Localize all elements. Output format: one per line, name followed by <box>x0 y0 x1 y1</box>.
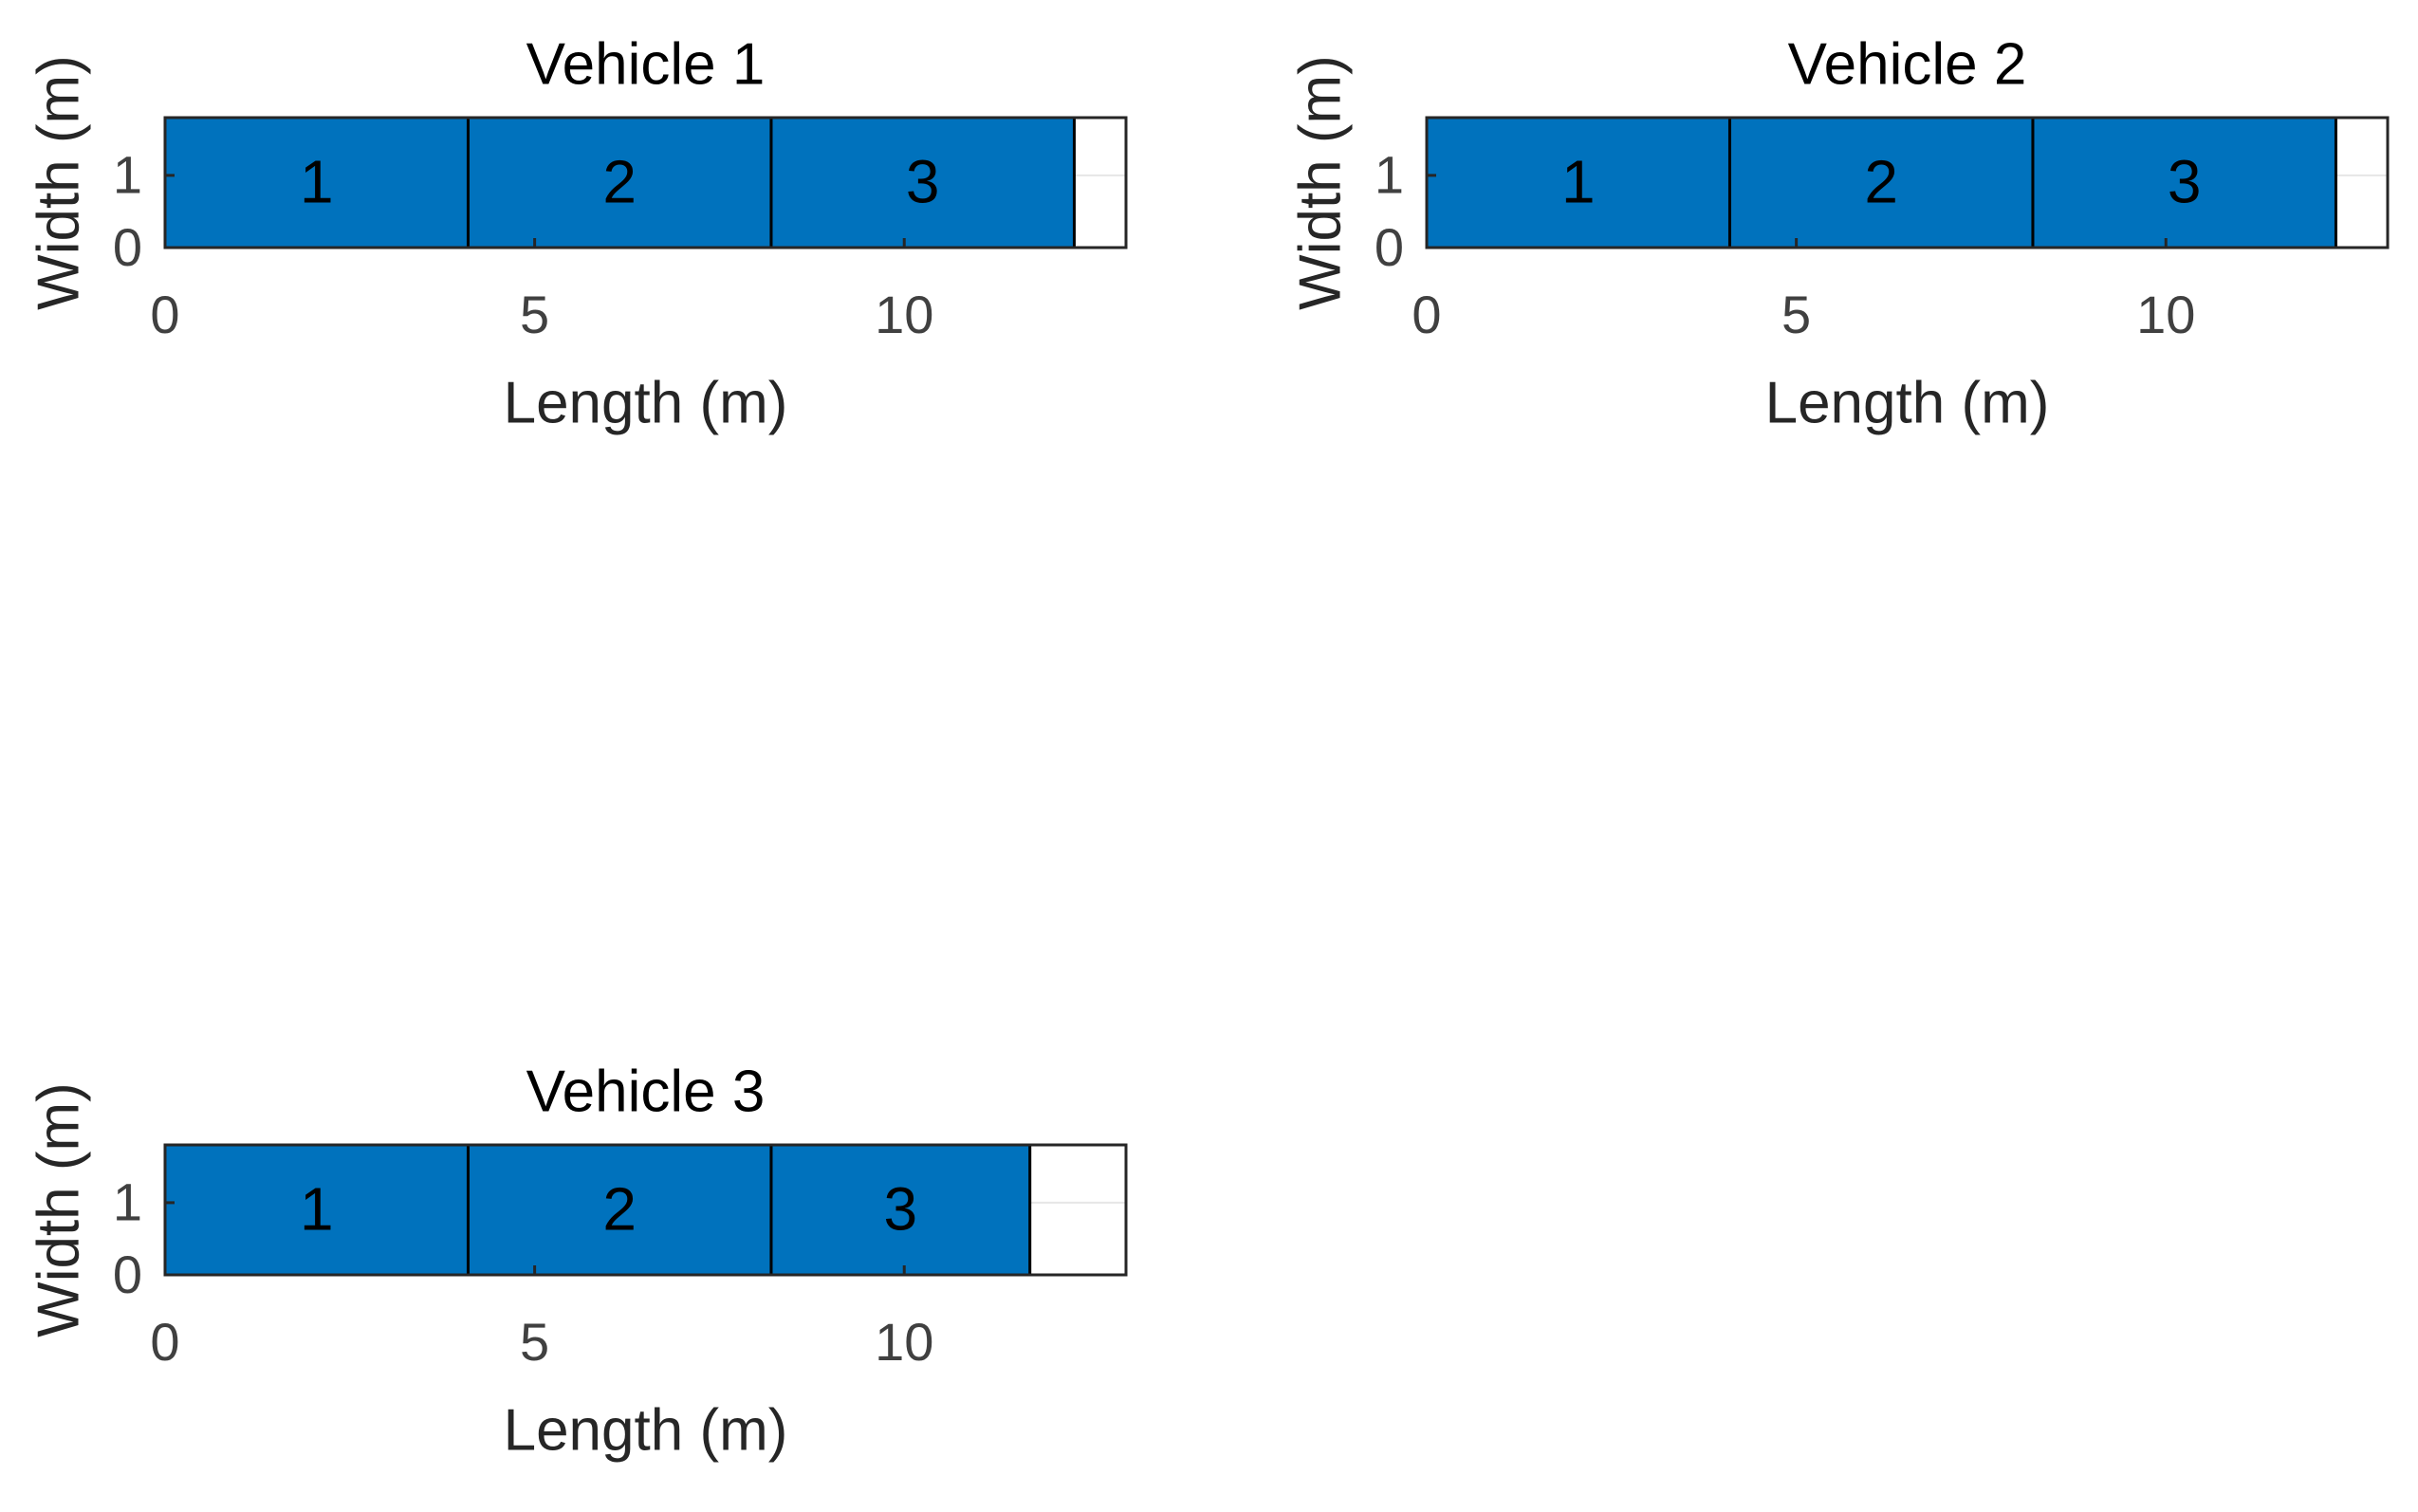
y-axis-label: Width (m) <box>1287 55 1353 310</box>
segment-label: 2 <box>1864 147 1898 215</box>
segment <box>769 1143 1032 1277</box>
segment-label: 1 <box>300 1174 334 1243</box>
x-tick-label: 5 <box>520 285 549 344</box>
segment <box>1727 116 2035 249</box>
subplot: 1 2 3 0 5 10 0 1 Vehicle 2 Length (m) Width (m) <box>1287 31 2390 435</box>
chart-title: Vehicle 3 <box>526 1059 766 1124</box>
x-tick-label: 5 <box>520 1312 549 1372</box>
axes-box <box>163 116 1128 249</box>
segment-label: 1 <box>1561 147 1596 215</box>
chart-title: Vehicle 2 <box>1788 31 2027 97</box>
x-axis-label: Length (m) <box>504 370 788 435</box>
axes-box <box>1425 116 2390 249</box>
segment-label: 3 <box>2168 147 2202 215</box>
segment-label: 3 <box>906 147 940 215</box>
segment <box>466 116 773 249</box>
x-tick-label: 5 <box>1781 285 1811 344</box>
subplot: 1 2 3 0 5 10 0 1 Vehicle 1 Length (m) Width (m) <box>26 31 1128 435</box>
segment <box>2031 116 2337 249</box>
x-axis-label: Length (m) <box>504 1397 788 1463</box>
x-tick-label: 0 <box>1412 285 1441 344</box>
y-tick-label: 0 <box>113 1245 142 1304</box>
y-tick-label: 1 <box>1375 145 1404 205</box>
chart-title: Vehicle 1 <box>526 31 766 97</box>
segment-label: 1 <box>300 147 334 215</box>
x-tick-label: 10 <box>875 1312 933 1372</box>
x-axis-label: Length (m) <box>1765 370 2050 435</box>
segment <box>466 1143 773 1277</box>
x-tick-label: 10 <box>875 285 933 344</box>
y-axis-label: Width (m) <box>26 55 91 310</box>
y-tick-label: 0 <box>1375 217 1404 277</box>
x-tick-label: 0 <box>150 1312 179 1372</box>
segment <box>163 1143 470 1277</box>
x-tick-label: 10 <box>2136 285 2195 344</box>
x-tick-label: 0 <box>150 285 179 344</box>
segment <box>769 116 1076 249</box>
subplot: 1 2 3 0 5 10 0 1 Vehicle 3 Length (m) Width (m) <box>26 1059 1128 1463</box>
y-tick-label: 1 <box>113 1172 142 1232</box>
segment-label: 3 <box>884 1174 918 1243</box>
segment-label: 2 <box>602 1174 637 1243</box>
axes-box <box>163 1143 1128 1277</box>
y-axis-label: Width (m) <box>26 1082 91 1337</box>
y-tick-label: 1 <box>113 145 142 205</box>
y-tick-label: 0 <box>113 217 142 277</box>
segment-label: 2 <box>602 147 637 215</box>
